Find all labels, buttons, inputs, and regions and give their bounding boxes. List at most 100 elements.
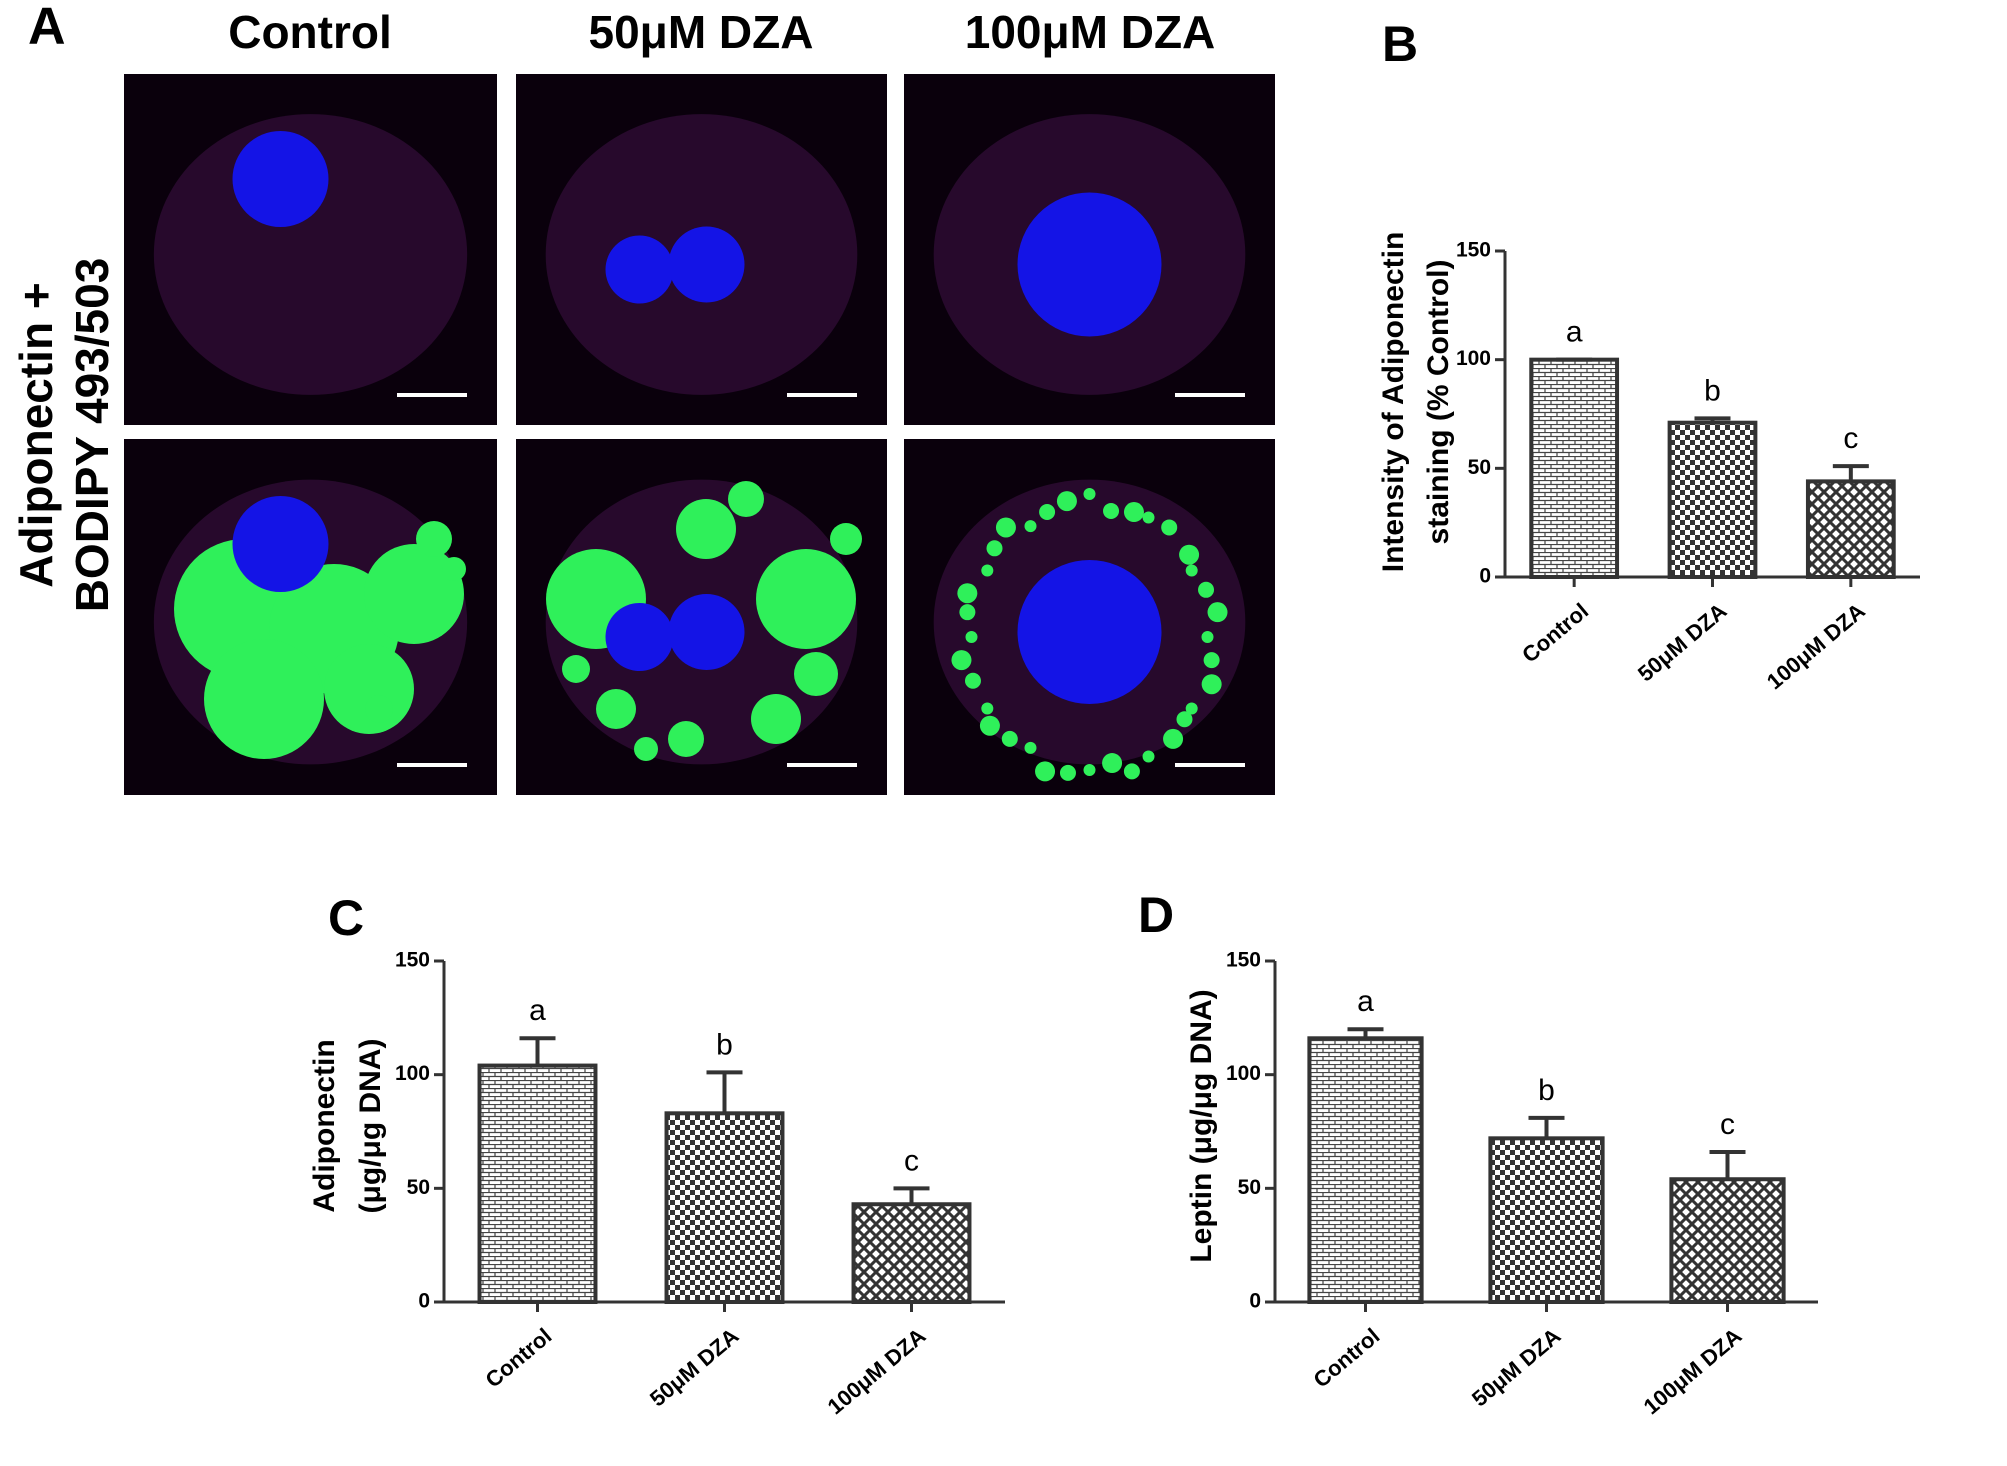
lipid-droplet xyxy=(676,499,736,559)
annotation: a xyxy=(529,994,546,1027)
error-bar xyxy=(706,1070,743,1114)
annotation: b xyxy=(1538,1074,1555,1107)
column-title: 50μM DZA xyxy=(589,6,814,58)
bar xyxy=(1805,479,1896,579)
lipid-droplet xyxy=(1201,674,1222,695)
panel-label: C xyxy=(328,890,364,946)
lipid-droplet xyxy=(1163,728,1184,749)
lipid-droplet xyxy=(959,604,976,621)
lipid-droplet xyxy=(562,655,590,683)
lipid-droplet xyxy=(1059,764,1076,781)
lipid-droplet xyxy=(957,583,978,604)
lipid-droplet xyxy=(979,715,1000,736)
annotation: b xyxy=(716,1028,733,1061)
lipid-droplet xyxy=(416,521,452,557)
lipid-droplet xyxy=(1161,519,1178,536)
y-tick-label: 150 xyxy=(1226,949,1261,972)
x-tick-label: 100μM DZA xyxy=(1639,1323,1747,1419)
y-axis-label: staining (% Control) xyxy=(1422,260,1455,545)
x-tick-label: 50μM DZA xyxy=(645,1323,744,1411)
error-bar xyxy=(1709,1149,1746,1180)
micrograph xyxy=(124,439,497,795)
bar xyxy=(1667,420,1758,579)
lipid-droplet xyxy=(964,672,981,689)
error-bar xyxy=(1694,416,1731,423)
nucleus xyxy=(232,131,329,227)
lipid-droplet xyxy=(1024,741,1037,754)
lipid-droplet xyxy=(1185,564,1198,577)
lipid-droplet xyxy=(204,639,324,759)
x-tick-label: 50μM DZA xyxy=(1633,598,1732,686)
micrograph xyxy=(904,439,1275,795)
x-tick-label: Control xyxy=(1517,598,1593,667)
lipid-droplet xyxy=(1142,750,1155,763)
lipid-droplet xyxy=(1123,502,1144,523)
bar xyxy=(1307,1036,1424,1304)
lipid-droplet xyxy=(364,544,464,644)
lipid-droplet xyxy=(1176,711,1193,728)
row-label: BODIPY 493/503 xyxy=(66,258,118,613)
y-tick-label: 100 xyxy=(1226,1062,1261,1085)
micrographs xyxy=(124,74,1275,795)
lipid-droplet xyxy=(324,644,414,734)
annotation: c xyxy=(904,1144,919,1177)
lipid-droplet xyxy=(1039,504,1056,521)
lipid-droplet xyxy=(981,702,994,715)
lipid-droplet xyxy=(442,557,466,581)
column-title: 100μM DZA xyxy=(965,6,1216,58)
lipid-droplet xyxy=(1123,763,1140,780)
y-axis-label: Intensity of Adiponectin xyxy=(1377,232,1410,573)
lipid-droplet xyxy=(1001,730,1018,747)
annotation: a xyxy=(1566,316,1583,349)
y-axis-label: Adiponectin xyxy=(308,1039,341,1212)
bar xyxy=(477,1063,598,1305)
micrograph xyxy=(516,74,887,425)
bar xyxy=(664,1111,785,1305)
y-tick-label: 100 xyxy=(1456,347,1491,370)
lipid-droplet xyxy=(1056,491,1077,512)
bar xyxy=(851,1202,972,1305)
y-tick-label: 50 xyxy=(407,1176,430,1199)
micrograph xyxy=(516,439,887,795)
lipid-droplet xyxy=(981,564,994,577)
lipid-droplet xyxy=(1179,544,1200,565)
lipid-droplet xyxy=(1083,488,1096,500)
lipid-droplet xyxy=(1207,602,1228,623)
error-bar xyxy=(1832,464,1869,482)
nucleus xyxy=(668,594,745,670)
x-tick-label: 100μM DZA xyxy=(1762,598,1870,694)
y-tick-label: 50 xyxy=(1238,1176,1261,1199)
annotation: c xyxy=(1720,1108,1735,1141)
annotation: b xyxy=(1704,374,1721,407)
lipid-droplet xyxy=(1203,652,1220,669)
micrograph xyxy=(904,74,1275,425)
error-bar xyxy=(519,1036,556,1066)
lipid-droplet xyxy=(1102,753,1123,774)
bar xyxy=(1669,1177,1786,1304)
panel-label: D xyxy=(1138,887,1174,943)
column-title: Control xyxy=(228,6,392,58)
x-tick-label: Control xyxy=(480,1323,556,1392)
y-tick-label: 0 xyxy=(1249,1290,1261,1313)
panel-label: A xyxy=(28,0,66,56)
lipid-droplet xyxy=(1201,631,1214,643)
y-tick-label: 100 xyxy=(395,1062,430,1085)
x-tick-label: 50μM DZA xyxy=(1467,1323,1566,1411)
nucleus xyxy=(605,603,674,671)
y-tick-label: 0 xyxy=(1479,565,1491,588)
error-bar xyxy=(1528,1115,1565,1139)
lipid-droplet xyxy=(995,517,1016,538)
bar xyxy=(1529,357,1620,579)
lipid-droplet xyxy=(668,721,704,757)
error-bar xyxy=(893,1186,930,1205)
lipid-droplet xyxy=(751,694,801,744)
error-bar xyxy=(1347,1027,1384,1039)
lipid-droplet xyxy=(1024,520,1037,533)
lipid-droplet xyxy=(365,695,393,723)
nucleus xyxy=(232,496,329,592)
lipid-droplet xyxy=(596,689,636,729)
lipid-droplet xyxy=(1083,764,1096,776)
y-tick-label: 150 xyxy=(1456,239,1491,262)
annotation: a xyxy=(1357,985,1374,1018)
